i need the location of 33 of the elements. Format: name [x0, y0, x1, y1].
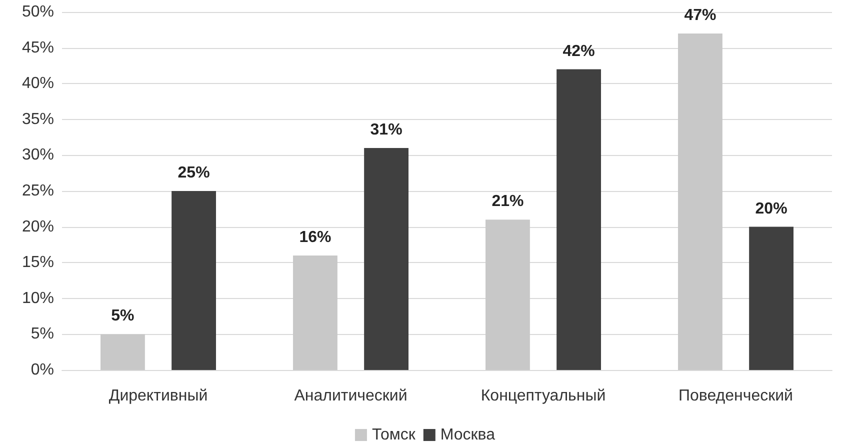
x-tick-label: Аналитический	[294, 388, 408, 404]
y-tick-label: 30%	[22, 146, 54, 164]
y-tick-label: 40%	[22, 75, 54, 92]
bar	[293, 255, 338, 370]
data-label: 21%	[492, 193, 524, 210]
y-tick-label: 20%	[22, 218, 54, 236]
y-tick-label: 15%	[22, 254, 54, 272]
data-label: 16%	[299, 228, 332, 246]
bar	[556, 69, 601, 370]
y-tick-label: 0%	[30, 362, 54, 378]
x-tick-label: Концептуальный	[480, 388, 606, 404]
bar	[172, 191, 216, 370]
bar	[678, 33, 722, 370]
y-tick-label: 45%	[22, 39, 54, 56]
y-tick-label: 25%	[22, 182, 54, 200]
y-tick-label: 10%	[22, 290, 54, 307]
bar	[100, 334, 145, 370]
bar	[486, 220, 530, 370]
x-tick-label: Директивный	[108, 388, 208, 404]
bar	[364, 148, 408, 370]
data-label: 20%	[755, 200, 788, 218]
x-tick-label: Поведенческий	[678, 388, 793, 404]
y-tick-label: 5%	[30, 326, 54, 343]
bar	[749, 226, 794, 370]
data-label: 25%	[178, 164, 210, 182]
legend-label: Томск	[372, 426, 416, 444]
data-label: 47%	[684, 6, 716, 24]
legend-label: Москва	[440, 426, 496, 444]
data-label: 31%	[370, 122, 402, 139]
y-tick-label: 50%	[22, 4, 54, 20]
y-tick-label: 35%	[22, 110, 54, 128]
data-label: 5%	[111, 308, 134, 325]
data-label: 42%	[562, 42, 595, 60]
